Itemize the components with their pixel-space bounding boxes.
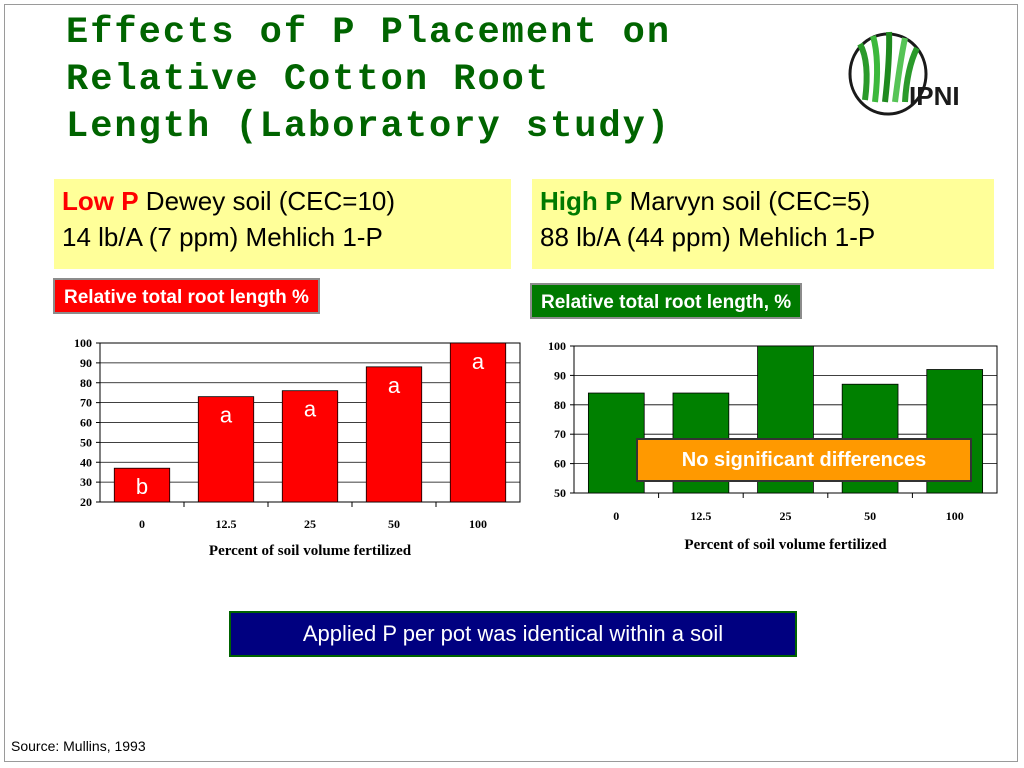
high-p-condition: High P Marvyn soil (CEC=5) 88 lb/A (44 p… [532, 179, 994, 269]
low-p-bar-chart: 20 30 40 50 60 70 80 90 100 0 b 12.5 a 25 a 50 a 100 a Perc… [74, 336, 521, 559]
low-p-y-tick-label: 80 [80, 376, 92, 390]
high-p-y-tick-label: 80 [554, 398, 566, 412]
low-p-bar-25 [281, 390, 339, 503]
low-p-y-tick-label: 60 [80, 416, 92, 430]
high-p-x-tick-label: 25 [780, 509, 792, 523]
low-p-x-tick-label: 100 [469, 517, 487, 531]
high-p-level: High P [540, 186, 623, 216]
low-p-y-tick-label: 100 [74, 336, 92, 350]
high-p-rate: 88 lb/A (44 ppm) Mehlich 1-P [540, 222, 876, 252]
low-p-x-tick-label: 25 [304, 517, 316, 531]
low-p-significance-letter: a [472, 349, 485, 374]
low-p-bar-0 [113, 467, 171, 503]
high-p-y-tick-label: 60 [554, 457, 566, 471]
high-p-x-tick-label: 100 [946, 509, 964, 523]
right-chart-label: Relative total root length, % [530, 283, 803, 319]
low-p-significance-letter: a [388, 373, 401, 398]
high-p-y-tick-label: 100 [548, 339, 566, 353]
low-p-x-tick-label: 50 [388, 517, 400, 531]
low-p-significance-letter: b [136, 474, 148, 499]
low-p-bar-50 [365, 366, 423, 503]
high-p-soil: Marvyn soil (CEC=5) [622, 186, 871, 216]
low-p-condition: Low P Dewey soil (CEC=10) 14 lb/A (7 ppm… [54, 179, 511, 269]
low-p-rate: 14 lb/A (7 ppm) Mehlich 1-P [62, 222, 383, 252]
low-p-y-tick-label: 30 [80, 475, 92, 489]
slide-frame [4, 4, 1018, 762]
high-p-x-axis-title: Percent of soil volume fertilized [684, 537, 887, 553]
low-p-level: Low P [62, 186, 139, 216]
high-p-x-tick-label: 0 [613, 509, 619, 523]
logo-text: IPNI [909, 81, 960, 111]
low-p-y-tick-label: 20 [80, 495, 92, 509]
high-p-y-tick-label: 70 [554, 427, 566, 441]
slide-title: Effects of P Placement on Relative Cotto… [66, 12, 672, 148]
ipni-logo: IPNI [845, 22, 995, 122]
low-p-y-tick-label: 70 [80, 396, 92, 410]
high-p-y-tick-label: 90 [554, 368, 566, 382]
no-significant-differences-note: No significant differences [636, 438, 972, 482]
low-p-y-tick-label: 40 [80, 455, 92, 469]
applied-p-note: Applied P per pot was identical within a… [229, 611, 797, 657]
high-p-x-tick-label: 12.5 [690, 509, 711, 523]
low-p-x-axis-title: Percent of soil volume fertilized [209, 543, 412, 559]
low-p-x-tick-label: 0 [139, 517, 145, 531]
source-citation: Source: Mullins, 1993 [11, 738, 146, 754]
low-p-bar-100 [449, 342, 507, 503]
low-p-soil: Dewey soil (CEC=10) [138, 186, 396, 216]
high-p-bar-0 [587, 392, 645, 494]
ipni-grass-logo-icon: IPNI [848, 31, 960, 116]
low-p-significance-letter: a [220, 403, 233, 428]
left-chart-label: Relative total root length % [53, 278, 320, 314]
low-p-significance-letter: a [304, 397, 317, 422]
high-p-y-tick-label: 50 [554, 486, 566, 500]
low-p-x-tick-label: 12.5 [216, 517, 237, 531]
high-p-x-tick-label: 50 [864, 509, 876, 523]
low-p-bar-12.5 [197, 396, 255, 503]
low-p-y-tick-label: 90 [80, 356, 92, 370]
low-p-y-tick-label: 50 [80, 435, 92, 449]
